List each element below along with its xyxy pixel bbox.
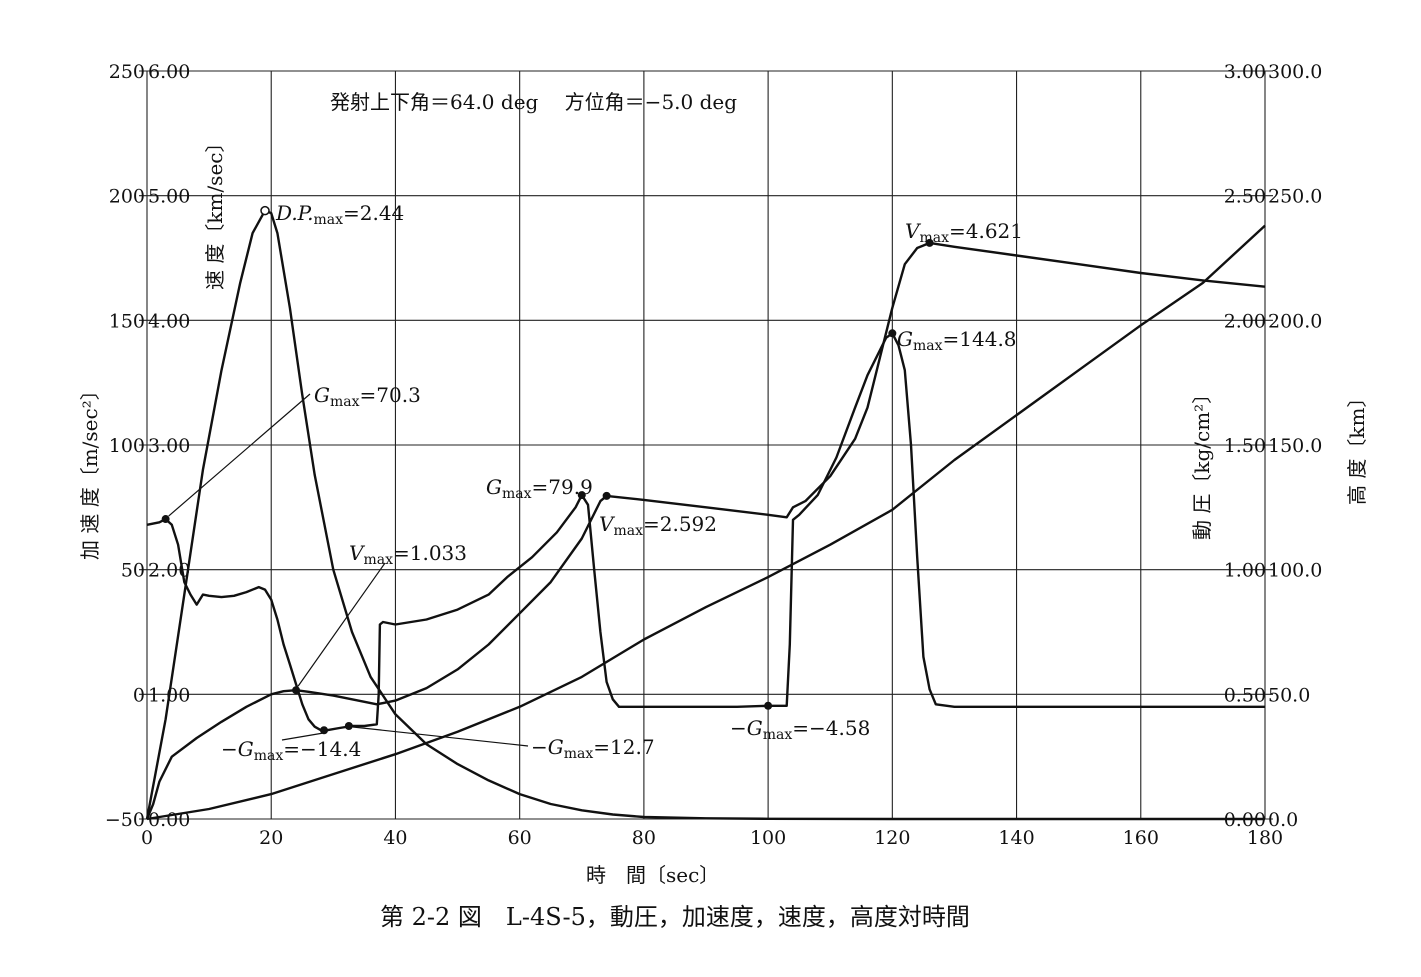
- x-tick-label: 120: [874, 827, 910, 849]
- leader-line: [281, 732, 323, 741]
- velocity-axis-label: 速 度〔km/sec〕: [203, 133, 227, 290]
- x-tick-label: 140: [998, 827, 1034, 849]
- velocity-curve: [145, 241, 1266, 820]
- altitude-curve: [146, 224, 1266, 821]
- figure-caption: 第 2-2 図 L-4S-5，動圧，加速度，速度，高度対時間: [380, 903, 970, 931]
- tick-labels: 0 20 40 60 80 100 120 140 160 180−50 0.00 0.00 0.00 1…: [105, 61, 1323, 849]
- extremum-marker: [344, 721, 353, 730]
- dynamic-pressure-axis-label: 動 圧〔kg/cm²〕: [1190, 384, 1214, 540]
- dynamic-pressure-tick-label: 1.00: [1224, 560, 1266, 582]
- x-axis-label: 時 間〔sec〕: [586, 863, 719, 887]
- velocity-tick-label: 3.00: [148, 435, 190, 457]
- acceleration-curve: [146, 332, 1265, 732]
- altitude-tick-label: 150.0: [1268, 435, 1322, 457]
- x-tick-label: 40: [383, 827, 407, 849]
- velocity-tick-label: 5.00: [148, 186, 190, 208]
- x-tick-label: 60: [508, 827, 532, 849]
- acceleration-tick-label: 100: [109, 435, 145, 457]
- dp-max-marker: [260, 205, 270, 216]
- extremum-marker: [320, 726, 329, 735]
- acceleration-tick-label: 200: [109, 186, 145, 208]
- annotation-label: −Gmax=12.7: [531, 735, 655, 762]
- annotation-label: Gmax=70.3: [314, 383, 421, 410]
- altitude-tick-label: 250.0: [1268, 186, 1322, 208]
- annotation-label: −Gmax=−4.58: [730, 716, 870, 743]
- annotation-label: Vmax=4.621: [905, 219, 1023, 246]
- acceleration-tick-label: 250: [109, 61, 145, 83]
- dynamic-pressure-tick-label: 2.00: [1224, 310, 1266, 332]
- x-tick-label: 0: [141, 827, 153, 849]
- dynamic-pressure-tick-label: 0.00: [1224, 809, 1266, 831]
- annotation-label: D.P.max=2.44: [275, 201, 404, 228]
- extremum-marker: [161, 515, 170, 524]
- annotations: D.P.max=2.44 Gmax=70.3 Vmax=1.033 −Gmax=−14…: [168, 201, 1023, 764]
- acceleration-tick-label: 50: [121, 560, 145, 582]
- extremum-marker: [292, 686, 301, 695]
- leader-line: [297, 562, 386, 687]
- altitude-tick-label: 100.0: [1268, 560, 1322, 582]
- acceleration-tick-label: 150: [109, 310, 145, 332]
- leader-line: [352, 726, 529, 747]
- extremum-marker: [925, 238, 934, 247]
- altitude-tick-label: 50.0: [1268, 684, 1310, 706]
- acceleration-tick-label: −50: [105, 809, 145, 831]
- markers: [161, 205, 934, 735]
- altitude-tick-label: 0.0: [1268, 809, 1298, 831]
- dynamic-pressure-tick-label: 0.50: [1224, 684, 1266, 706]
- velocity-tick-label: 2.00: [148, 560, 190, 582]
- subtitle: 発射上下角＝64.0 deg 方位角＝−5.0 deg: [330, 90, 737, 114]
- dynamic-pressure-tick-label: 2.50: [1224, 186, 1266, 208]
- extremum-marker: [577, 491, 586, 500]
- x-tick-label: 20: [259, 827, 283, 849]
- altitude-tick-label: 300.0: [1268, 61, 1322, 83]
- x-tick-label: 100: [750, 827, 786, 849]
- velocity-tick-label: 1.00: [148, 684, 190, 706]
- x-tick-label: 180: [1247, 827, 1283, 849]
- annotation-label: Vmax=1.033: [349, 541, 467, 568]
- x-tick-label: 160: [1123, 827, 1159, 849]
- acceleration-tick-label: 0: [133, 684, 145, 706]
- annotation-label: Gmax=144.8: [897, 327, 1017, 354]
- annotation-label: Vmax=2.592: [599, 512, 717, 539]
- curves: [145, 209, 1266, 821]
- dynamic-pressure-tick-label: 3.00: [1224, 61, 1266, 83]
- leader-line: [168, 393, 311, 517]
- x-tick-label: 80: [632, 827, 656, 849]
- extremum-marker: [602, 491, 611, 500]
- velocity-tick-label: 6.00: [148, 61, 190, 83]
- altitude-axis-label: 高 度〔km〕: [1345, 388, 1369, 505]
- dynamic-pressure-curve: [145, 209, 1265, 821]
- altitude-tick-label: 200.0: [1268, 310, 1322, 332]
- dynamic-pressure-tick-label: 1.50: [1224, 435, 1266, 457]
- velocity-tick-label: 0.00: [148, 809, 190, 831]
- annotation-label: −Gmax=−14.4: [221, 737, 361, 764]
- annotation-label: Gmax=79.9: [486, 475, 593, 502]
- acceleration-axis-label: 加 速 度〔m/sec²〕: [78, 380, 102, 560]
- extremum-marker: [888, 329, 897, 338]
- velocity-tick-label: 4.00: [148, 310, 190, 332]
- extremum-marker: [764, 701, 773, 710]
